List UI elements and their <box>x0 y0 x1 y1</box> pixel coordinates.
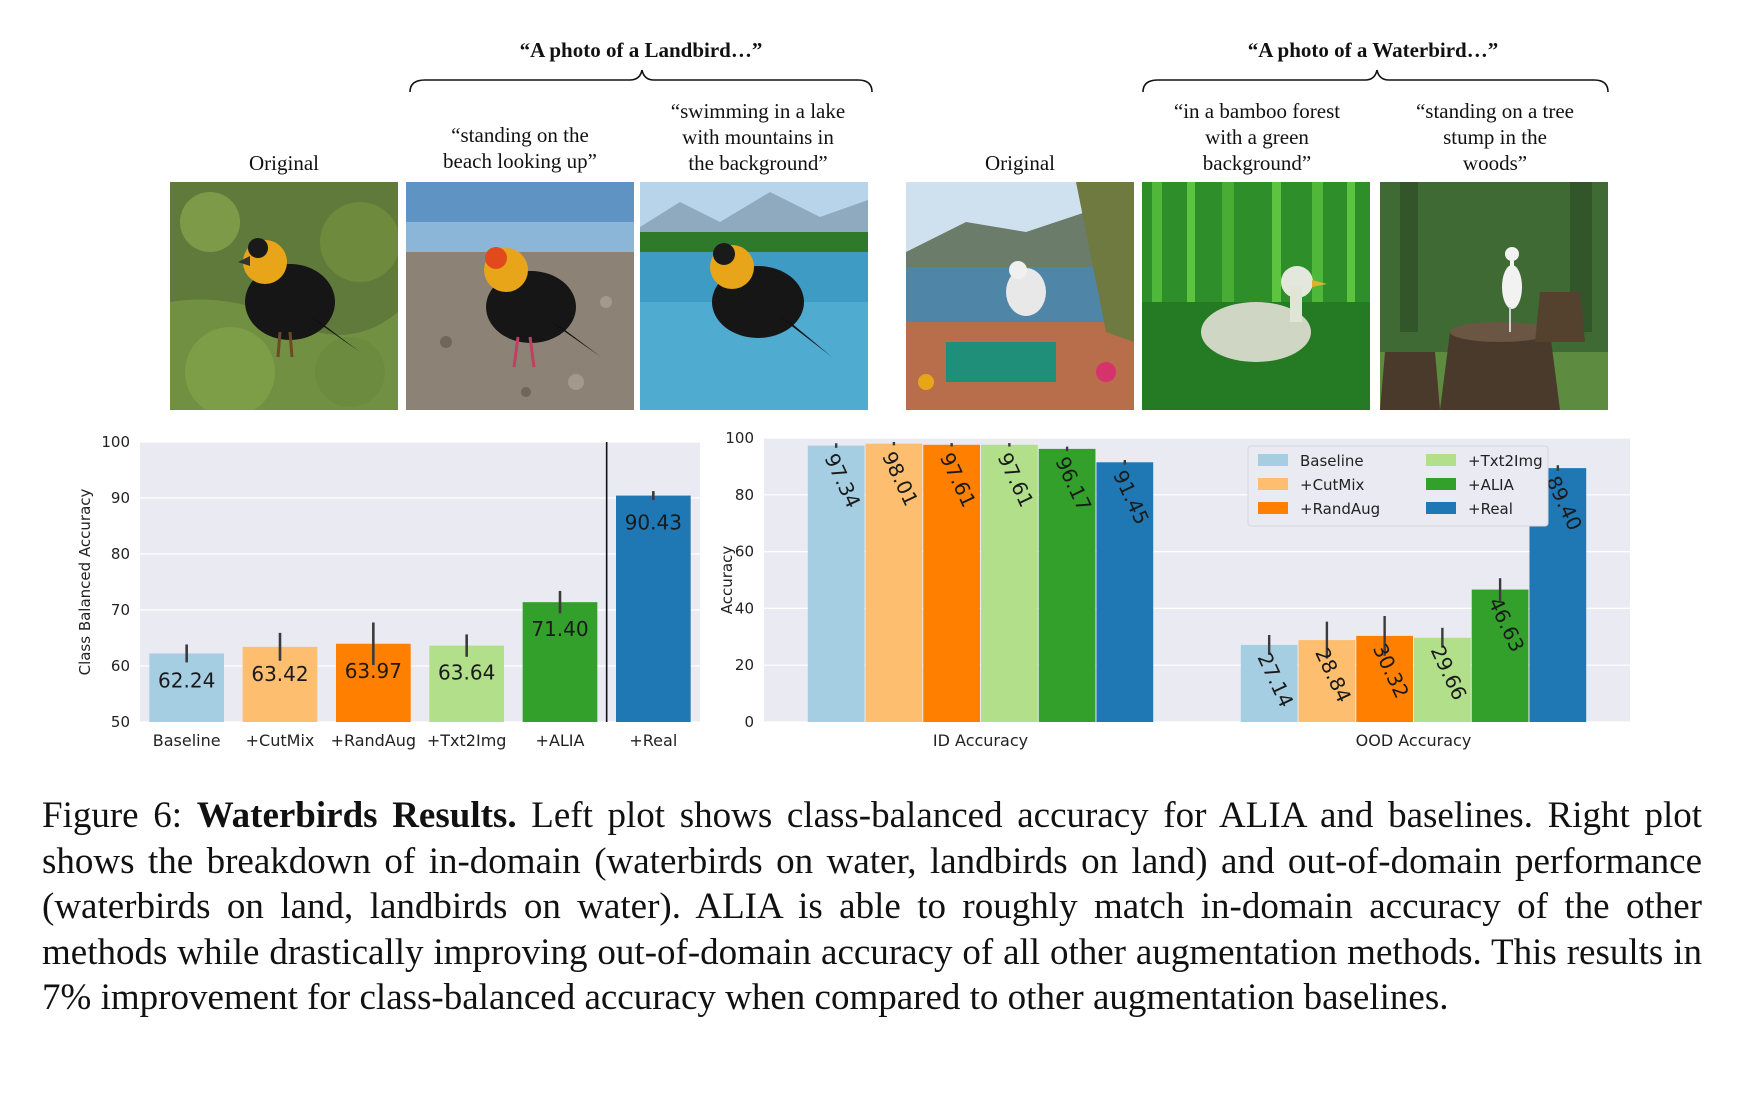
prompt-line: the background” <box>688 151 828 175</box>
prompt-line: with mountains in <box>682 125 834 149</box>
bar <box>1038 448 1096 722</box>
x-tick-label: +Real <box>629 731 677 750</box>
caption-text: Left plot shows class-balanced accuracy … <box>42 795 1703 1018</box>
legend-swatch <box>1426 454 1456 466</box>
waterbird-bamboo-image <box>1142 182 1370 410</box>
x-tick-label: ID Accuracy <box>933 731 1028 750</box>
legend-swatch <box>1258 454 1288 466</box>
legend-swatch <box>1258 478 1288 490</box>
y-tick-label: 100 <box>725 429 754 447</box>
legend-label: +RandAug <box>1300 500 1380 518</box>
y-tick-label: 60 <box>111 657 130 675</box>
waterbird-prompt-2: “standing on a tree stump in the woods” <box>1380 98 1610 176</box>
y-tick-label: 40 <box>735 599 754 617</box>
figure-caption: Figure 6: Waterbirds Results. Left plot … <box>42 793 1702 1021</box>
caption-bold-title: Waterbirds Results. <box>196 795 517 836</box>
bar <box>1414 637 1471 722</box>
prompt-line: “swimming in a lake <box>670 99 846 123</box>
x-tick-label: Baseline <box>153 731 221 750</box>
waterbird-prompt-1: “in a bamboo forest with a green backgro… <box>1142 98 1372 176</box>
prompt-line: beach looking up” <box>443 149 597 173</box>
y-tick-label: 80 <box>735 486 754 504</box>
landbird-prompt-1: “standing on the beach looking up” <box>406 122 634 174</box>
left-bar-chart: 50 60 70 80 90 100 62.24 Baseline 63.42 +CutMix 63… <box>76 433 700 750</box>
landbird-brace <box>409 69 1609 93</box>
bar <box>923 444 980 722</box>
data-label: 90.43 <box>625 511 682 535</box>
bar <box>522 602 598 722</box>
waterbird-stump-image <box>1380 182 1608 410</box>
x-tick-label: +CutMix <box>246 731 315 750</box>
data-label: 63.64 <box>438 661 495 685</box>
bar <box>429 645 504 722</box>
x-tick-label: +RandAug <box>331 731 417 750</box>
prompt-line: woods” <box>1462 151 1528 175</box>
prompt-line: “standing on a tree <box>1415 99 1575 123</box>
bar <box>865 443 923 722</box>
y-tick-label: 50 <box>111 713 130 731</box>
y-tick-label: 100 <box>101 433 130 451</box>
x-tick-label: +Txt2Img <box>427 731 507 750</box>
prompt-line: “in a bamboo forest <box>1173 99 1341 123</box>
data-label: 63.97 <box>345 659 402 683</box>
prompt-line: stump in the <box>1443 125 1547 149</box>
bar <box>807 445 865 722</box>
data-label: 62.24 <box>158 668 215 692</box>
landbird-prompt-2: “swimming in a lake with mountains in th… <box>640 98 876 176</box>
legend-swatch <box>1426 502 1456 514</box>
prompt-line: background” <box>1202 151 1312 175</box>
legend-swatch <box>1426 478 1456 490</box>
bar <box>149 653 224 722</box>
bar <box>1240 644 1298 722</box>
waterbird-group-title: “A photo of a Waterbird…” <box>1247 38 1499 62</box>
x-tick-label: +ALIA <box>536 731 585 750</box>
landbird-group-title: “A photo of a Landbird…” <box>519 38 763 62</box>
landbird-original-label: Original <box>249 151 319 175</box>
bar <box>981 444 1038 722</box>
y-axis-label: Class Balanced Accuracy <box>76 488 94 675</box>
waterbird-original-image <box>906 182 1134 410</box>
landbird-original-image <box>170 182 398 410</box>
legend-label: +Txt2Img <box>1468 452 1543 470</box>
data-label: 71.40 <box>531 617 588 641</box>
landbird-beach-image <box>406 182 634 410</box>
y-tick-label: 90 <box>111 489 130 507</box>
legend-label: +Real <box>1468 500 1513 518</box>
prompt-line: with a green <box>1205 125 1309 149</box>
y-tick-label: 60 <box>735 543 754 561</box>
legend-box <box>1247 445 1549 527</box>
landbird-lake-image <box>640 182 868 410</box>
y-tick-label: 80 <box>111 545 130 563</box>
x-tick-label: OOD Accuracy <box>1356 731 1472 750</box>
y-tick-label: 70 <box>111 601 130 619</box>
legend-label: +ALIA <box>1468 476 1515 494</box>
legend-label: Baseline <box>1300 452 1364 470</box>
legend-swatch <box>1258 502 1288 514</box>
bar <box>1096 462 1154 722</box>
data-label: 63.42 <box>251 662 308 686</box>
prompt-line: “standing on the <box>451 123 589 147</box>
y-tick-label: 20 <box>735 656 754 674</box>
legend-label: +CutMix <box>1300 476 1365 494</box>
y-axis-label: Accuracy <box>720 546 736 615</box>
bar <box>1471 589 1529 722</box>
y-tick-label: 0 <box>744 713 754 731</box>
waterbird-original-label: Original <box>985 151 1055 175</box>
caption-label: Figure 6: <box>42 795 183 836</box>
bar <box>616 495 691 722</box>
